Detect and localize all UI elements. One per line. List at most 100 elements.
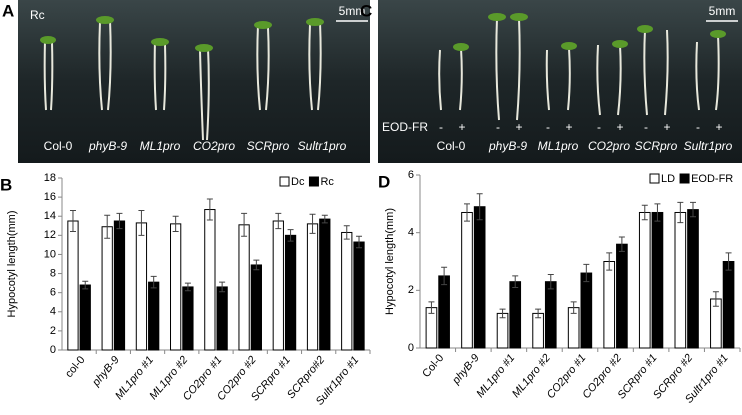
bar bbox=[113, 220, 126, 351]
error-bar bbox=[172, 215, 179, 233]
error-bar bbox=[690, 201, 696, 218]
error-bar bbox=[499, 308, 506, 319]
y-axis-label: Hypocotyl length(mm) bbox=[384, 208, 396, 315]
bar bbox=[306, 223, 319, 351]
bar bbox=[496, 312, 509, 349]
photo-background bbox=[18, 0, 370, 163]
y-tick-label: 2 bbox=[408, 284, 414, 296]
bar bbox=[353, 241, 365, 351]
y-tick-label: 12 bbox=[44, 229, 56, 241]
bar bbox=[250, 264, 262, 351]
legend-swatch bbox=[679, 173, 690, 184]
y-tick-label: 0 bbox=[50, 344, 56, 356]
x-tick-label: col-0 bbox=[63, 354, 88, 380]
bar bbox=[341, 231, 353, 351]
treatment-sign: - bbox=[644, 120, 648, 134]
error-bar bbox=[512, 275, 519, 288]
bar bbox=[722, 261, 735, 349]
error-bar bbox=[116, 212, 123, 230]
y-tick-label: 2 bbox=[50, 325, 56, 337]
bar bbox=[603, 261, 616, 349]
bar bbox=[687, 209, 699, 349]
error-bar bbox=[583, 263, 590, 283]
light-label: Rc bbox=[30, 8, 45, 22]
bar bbox=[461, 211, 473, 349]
bar bbox=[319, 218, 331, 351]
error-bar bbox=[287, 229, 294, 242]
bar bbox=[135, 222, 148, 351]
bar bbox=[204, 209, 216, 351]
y-tick-label: 4 bbox=[50, 306, 56, 318]
genotype-label: ML1pro bbox=[538, 139, 579, 153]
error-bar bbox=[82, 280, 89, 290]
error-bar bbox=[535, 308, 542, 319]
treatment-label: EOD-FR bbox=[382, 120, 428, 134]
error-bar bbox=[606, 252, 613, 271]
treatment-sign: - bbox=[496, 120, 500, 134]
error-bar bbox=[343, 225, 350, 240]
y-tick-label: 8 bbox=[50, 267, 56, 279]
error-bar bbox=[547, 273, 554, 290]
y-tick-label: 6 bbox=[408, 169, 414, 181]
treatment-sign: - bbox=[696, 120, 700, 134]
legend-swatch bbox=[279, 176, 290, 187]
error-bar bbox=[275, 212, 282, 230]
x-tick-label: phyB-9 bbox=[90, 354, 122, 389]
y-tick-label: 14 bbox=[44, 210, 56, 222]
x-tick-label: Col-0 bbox=[420, 352, 446, 380]
genotype-label: CO2pro bbox=[193, 139, 235, 153]
bar bbox=[580, 272, 593, 349]
legend-label: EOD-FR bbox=[691, 173, 733, 185]
treatment-sign: - bbox=[546, 120, 550, 134]
legend-swatch bbox=[308, 176, 319, 187]
legend-label: Rc bbox=[320, 176, 334, 188]
error-bar bbox=[570, 301, 577, 314]
bar bbox=[473, 206, 486, 349]
seedlings bbox=[438, 13, 726, 121]
treatment-sign: + bbox=[616, 120, 623, 134]
bar bbox=[67, 220, 79, 351]
error-bar bbox=[618, 236, 625, 252]
genotype-label: Col-0 bbox=[44, 139, 73, 153]
genotype-label: phyB-9 bbox=[88, 139, 127, 153]
error-bar bbox=[321, 214, 328, 224]
bar bbox=[148, 281, 160, 351]
bar bbox=[438, 275, 450, 349]
panel-letter: A bbox=[2, 1, 14, 20]
x-tick-label: phyB-9 bbox=[450, 352, 482, 387]
seedlings bbox=[40, 16, 324, 141]
bar bbox=[272, 220, 284, 351]
genotype-label: SCRpro bbox=[635, 139, 678, 153]
error-bar bbox=[219, 281, 226, 293]
error-bar bbox=[69, 209, 76, 233]
error-bar bbox=[476, 193, 483, 221]
genotype-label: Sultr1pro bbox=[298, 139, 347, 153]
error-bar bbox=[253, 259, 260, 271]
y-tick-label: 0 bbox=[408, 342, 414, 354]
photo-a: Rc 5mm Col-0 phyB-9 ML1pro CO2pro SCRpro Sult… bbox=[18, 0, 370, 163]
legend-swatch bbox=[649, 173, 660, 184]
y-tick-label: 6 bbox=[50, 287, 56, 299]
genotype-label: phyB-9 bbox=[488, 139, 527, 153]
y-tick-label: 16 bbox=[44, 191, 56, 203]
y-tick-label: 18 bbox=[44, 172, 56, 184]
legend-label: Dc bbox=[291, 176, 305, 188]
bar bbox=[651, 211, 664, 349]
scale-label: 5mm bbox=[709, 4, 736, 18]
bar bbox=[170, 223, 182, 351]
genotype-label: Col-0 bbox=[437, 139, 466, 153]
error-bar bbox=[150, 275, 157, 289]
panel-letter: C bbox=[360, 1, 372, 20]
error-bar bbox=[725, 252, 732, 271]
treatment-sign: + bbox=[715, 120, 722, 134]
y-axis-label: Hypocotyl length(mm) bbox=[6, 211, 18, 318]
treatment-sign: + bbox=[515, 120, 522, 134]
error-bar bbox=[641, 204, 648, 221]
error-bar bbox=[654, 203, 661, 222]
error-bar bbox=[206, 198, 213, 221]
bar bbox=[79, 284, 91, 351]
bar bbox=[182, 286, 194, 351]
scale-label: 5mm bbox=[339, 4, 366, 18]
genotype-label: ML1pro bbox=[140, 139, 181, 153]
